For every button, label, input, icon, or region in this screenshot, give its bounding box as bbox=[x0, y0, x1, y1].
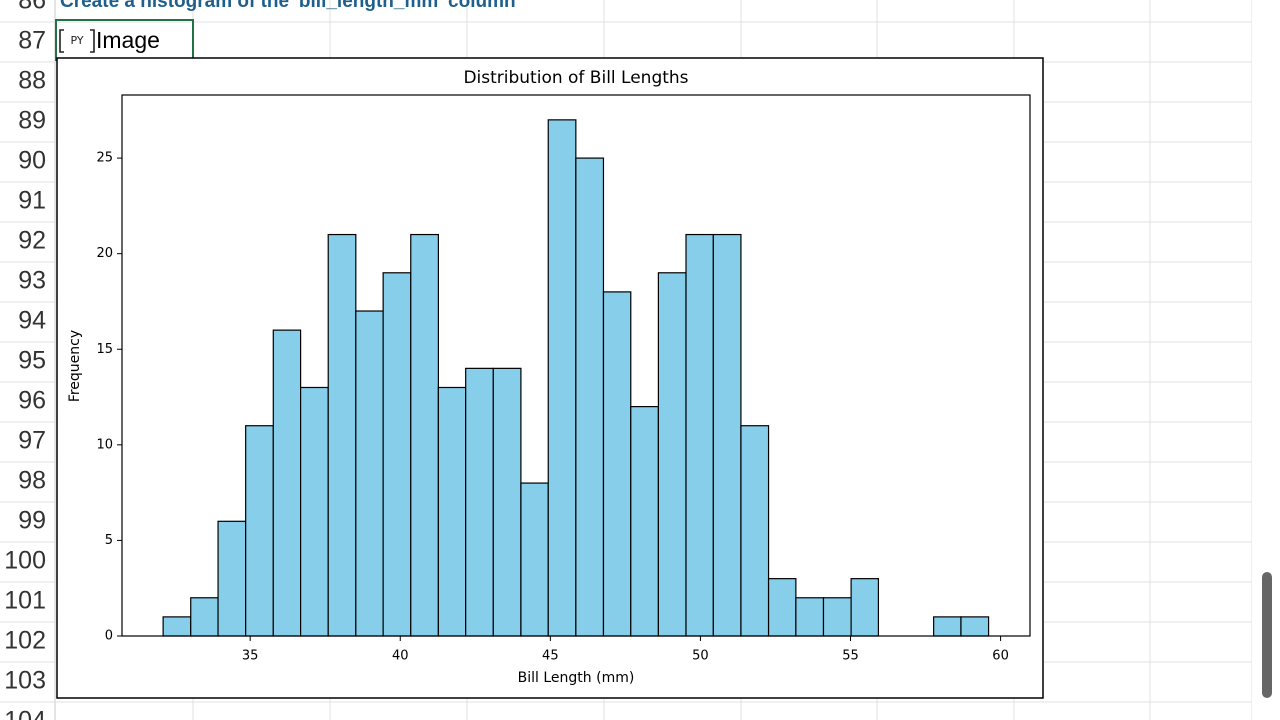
x-tick-label: 35 bbox=[242, 649, 259, 664]
bar bbox=[712, 233, 742, 637]
bar bbox=[190, 597, 219, 637]
scrollbar-thumb[interactable] bbox=[1262, 572, 1272, 698]
row-header: 93 bbox=[18, 267, 46, 295]
py-icon: PY bbox=[59, 29, 95, 53]
bar bbox=[492, 367, 522, 637]
x-tick-label: 50 bbox=[692, 649, 709, 664]
chart: Distribution of Bill Lengths Bill Length… bbox=[67, 68, 1031, 686]
bar bbox=[465, 367, 494, 637]
y-tick-label: 5 bbox=[105, 533, 113, 548]
bar bbox=[272, 329, 302, 637]
bar bbox=[960, 616, 990, 637]
bar bbox=[245, 425, 274, 637]
bar bbox=[162, 616, 192, 637]
row-header: 97 bbox=[18, 427, 46, 455]
row-header: 98 bbox=[18, 467, 46, 495]
row-header: 94 bbox=[18, 307, 46, 335]
bar bbox=[685, 233, 714, 637]
bar bbox=[217, 520, 247, 637]
bar bbox=[547, 119, 577, 637]
y-tick-label: 25 bbox=[96, 151, 113, 166]
bar bbox=[520, 482, 549, 637]
y-tick-label: 10 bbox=[96, 437, 113, 452]
y-tick-label: 20 bbox=[96, 246, 113, 261]
axes-frame bbox=[121, 94, 1031, 637]
bar bbox=[795, 597, 825, 637]
row-header: 96 bbox=[18, 387, 46, 415]
bar bbox=[327, 233, 357, 637]
bar bbox=[299, 386, 329, 637]
row-header: 88 bbox=[18, 67, 46, 95]
y-axis-label: Frequency bbox=[67, 330, 83, 402]
y-tick-label: 0 bbox=[105, 629, 113, 644]
row-header: 99 bbox=[18, 507, 46, 535]
x-tick-label: 40 bbox=[392, 649, 409, 664]
row-header: 104 bbox=[4, 707, 46, 720]
chart-title: Distribution of Bill Lengths bbox=[463, 68, 688, 88]
y-tick-label: 15 bbox=[96, 342, 113, 357]
bar bbox=[382, 272, 412, 637]
bar bbox=[850, 578, 880, 637]
bar bbox=[767, 578, 797, 637]
x-tick-label: 55 bbox=[842, 649, 859, 664]
row-header: 102 bbox=[4, 627, 46, 655]
row-header: 95 bbox=[18, 347, 46, 375]
bar bbox=[657, 272, 687, 637]
row-header: 92 bbox=[18, 227, 46, 255]
bar bbox=[740, 425, 770, 637]
x-tick-label: 60 bbox=[992, 649, 1009, 664]
row-header: 87 bbox=[18, 27, 46, 55]
icon-label: PY bbox=[70, 34, 83, 47]
bar bbox=[630, 406, 659, 637]
row-header: 91 bbox=[18, 187, 46, 215]
row-header: 103 bbox=[4, 667, 46, 695]
cell-text[interactable]: Image bbox=[96, 27, 160, 53]
row-header: 89 bbox=[18, 107, 46, 135]
x-tick-label: 45 bbox=[542, 649, 559, 664]
bar bbox=[822, 597, 852, 637]
row-header: 86 bbox=[18, 0, 46, 15]
bar bbox=[933, 616, 962, 637]
row-header: 101 bbox=[4, 587, 46, 615]
bar bbox=[410, 233, 439, 637]
prompt-cell[interactable]: Create a histogram of the 'bill_length_m… bbox=[60, 0, 516, 12]
row-header: 100 bbox=[4, 547, 46, 575]
bar bbox=[602, 291, 632, 637]
x-axis-label: Bill Length (mm) bbox=[518, 670, 635, 686]
row-header: 90 bbox=[18, 147, 46, 175]
bar bbox=[355, 310, 384, 637]
bar bbox=[575, 157, 605, 637]
bar bbox=[437, 386, 467, 637]
